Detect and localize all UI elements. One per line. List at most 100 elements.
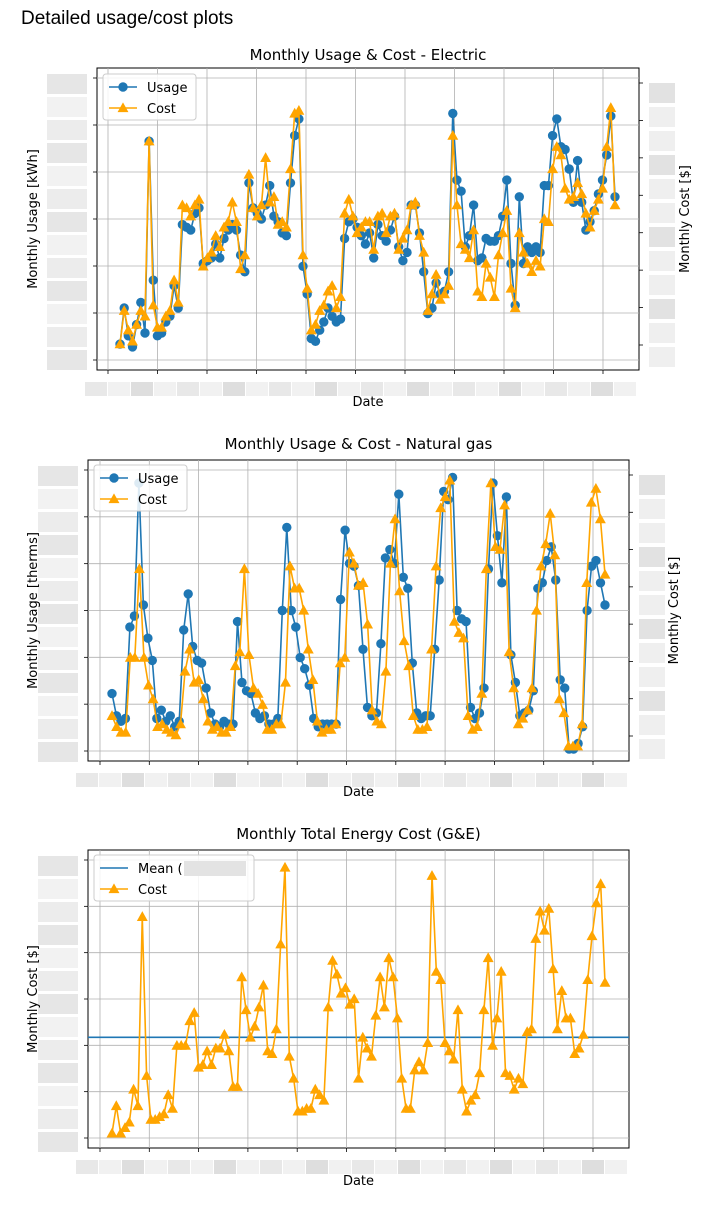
cost-point (236, 971, 248, 982)
cost-point (331, 968, 343, 979)
cost-point (517, 1078, 529, 1089)
cost-point (340, 982, 351, 993)
cost-point (542, 216, 554, 226)
usage-point (125, 622, 135, 632)
cost-point (368, 243, 380, 254)
cost-point (188, 1007, 200, 1017)
cost-point (435, 974, 447, 984)
cost-point (305, 324, 317, 335)
cost-point (573, 1042, 585, 1053)
cost-point (305, 1102, 317, 1113)
cost-point (210, 230, 222, 240)
cost-point (531, 604, 542, 615)
y2-tick-label-redacted (649, 251, 675, 271)
x-tick-label-redacted (513, 1160, 535, 1174)
cost-point (266, 723, 278, 734)
cost-point (389, 207, 400, 218)
cost-point (463, 252, 475, 263)
legend-marker-triangle (117, 102, 129, 113)
electric-chart: Monthly Usage & Cost - Electric Date Month… (26, 46, 693, 410)
cost-point (534, 260, 546, 271)
gas-chart: Monthly Usage & Cost - Natural gas Date Mo… (26, 435, 682, 800)
cost-point (293, 582, 305, 593)
usage-point (591, 555, 601, 566)
cost-point (307, 674, 319, 684)
cost-point (268, 191, 280, 201)
x-tick-label-redacted (214, 1160, 236, 1174)
cost-point (284, 560, 296, 571)
usage-point (282, 522, 292, 533)
x-tick-label-redacted (536, 773, 558, 787)
usage-point (156, 705, 167, 715)
cost-point (330, 718, 342, 729)
x-tick-label-redacted (177, 382, 199, 396)
cost-point (344, 998, 356, 1009)
cost-point (275, 938, 287, 949)
cost-point (595, 878, 607, 889)
cost-point (231, 216, 242, 226)
cost-point (143, 679, 154, 690)
x-axis-label: Date (343, 1174, 374, 1189)
cost-point (409, 1064, 421, 1075)
x-tick-label-redacted (154, 382, 176, 396)
cost-point (403, 660, 415, 671)
cost-point (426, 870, 438, 880)
usage-point (419, 267, 429, 277)
cost-point (184, 643, 196, 654)
usage-point (402, 247, 412, 258)
y2-tick-label-redacted (649, 203, 675, 223)
cost-point (465, 1094, 477, 1105)
y-tick-label-redacted (38, 673, 78, 693)
cost-point (474, 1067, 486, 1078)
y-tick-label-redacted (38, 558, 78, 578)
x-tick-label-redacted (582, 773, 604, 787)
cost-point (247, 202, 259, 213)
cost-point (362, 618, 374, 629)
cost-point (318, 1094, 330, 1105)
x-tick-label-redacted (76, 1160, 98, 1174)
y-tick-label-redacted (47, 166, 87, 186)
usage-point (452, 175, 462, 185)
legend: Usage Cost (93, 464, 188, 512)
cost-point (255, 199, 267, 210)
cost-point (549, 549, 561, 560)
cost-point (456, 1083, 468, 1094)
x-tick-label-redacted (283, 773, 305, 787)
y2-tick-label-redacted (639, 619, 665, 639)
usage-point (277, 605, 287, 616)
cost-point (375, 718, 387, 729)
usage-point (143, 633, 153, 643)
cost-point (226, 196, 238, 207)
cost-point (136, 911, 148, 921)
cost-point (543, 902, 555, 913)
y-tick-label-redacted (38, 466, 78, 486)
cost-point (397, 232, 409, 243)
cost-point (396, 1072, 408, 1083)
cost-point (222, 216, 234, 226)
y-axis-label: Monthly Usage [kWh] (26, 149, 41, 289)
cost-point (584, 221, 596, 232)
cost-point (551, 1023, 563, 1034)
y2-tick-label-redacted (649, 227, 675, 247)
cost-point (257, 979, 269, 990)
cost-point (518, 246, 529, 257)
cost-point (559, 182, 571, 193)
usage-point (514, 192, 524, 202)
usage-point (552, 114, 562, 124)
chart-title: Monthly Usage & Cost - Electric (250, 46, 487, 64)
cost-point (472, 285, 484, 296)
cost-point (309, 1083, 321, 1094)
x-tick-label-redacted (398, 1160, 420, 1174)
x-tick-label-redacted (375, 773, 397, 787)
y2-tick-label-redacted (639, 715, 665, 735)
x-tick-label-redacted (490, 1160, 512, 1174)
cost-point (252, 687, 264, 698)
usage-point (179, 625, 189, 635)
usage-point (335, 314, 346, 324)
x-tick-label-redacted (145, 1160, 167, 1174)
cost-point (131, 318, 143, 329)
usage-point (295, 652, 305, 663)
y-tick-label-redacted (38, 1109, 78, 1129)
cost-point (170, 729, 182, 740)
usage-point (215, 253, 225, 263)
